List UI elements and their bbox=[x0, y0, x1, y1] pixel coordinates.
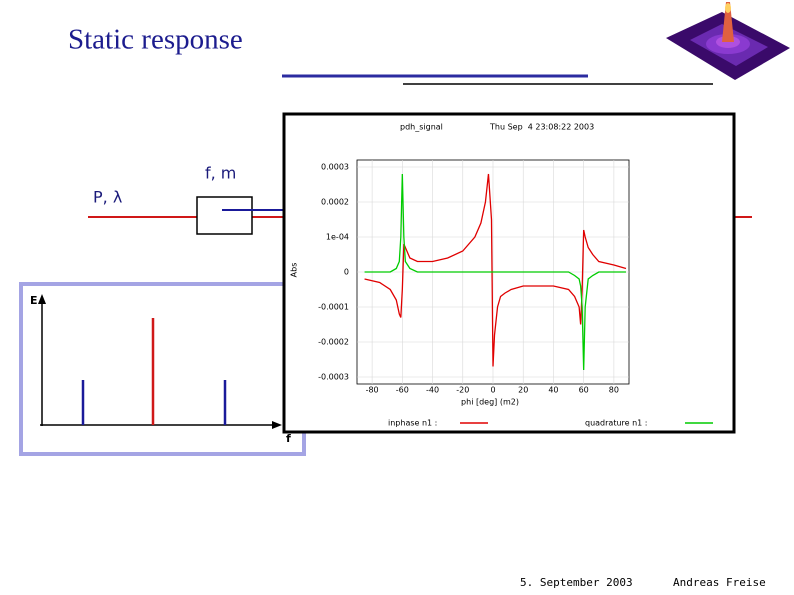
legend-label: quadrature n1 : bbox=[585, 419, 648, 428]
y-tick-label: -0.0003 bbox=[318, 373, 349, 382]
chart: pdh_signal Thu Sep 4 23:08:22 2003 Abs p… bbox=[290, 123, 713, 428]
data-line bbox=[364, 173, 627, 367]
footer-date: 5. September 2003 bbox=[520, 576, 633, 589]
y-tick-label: 1e-04 bbox=[326, 233, 349, 242]
x-tick-label: -80 bbox=[366, 386, 379, 395]
x-tick-label: 0 bbox=[490, 386, 495, 395]
source-label: P, λ bbox=[93, 188, 122, 207]
spectrum-x-label: f bbox=[286, 432, 291, 445]
x-tick-label: 20 bbox=[518, 386, 528, 395]
slide-title: Static response bbox=[68, 24, 243, 56]
modulator-box bbox=[196, 196, 253, 235]
data-line bbox=[364, 173, 626, 371]
x-tick-label: 80 bbox=[609, 386, 619, 395]
y-tick-label: -0.0001 bbox=[318, 303, 349, 312]
y-tick-label: 0 bbox=[344, 268, 349, 277]
legend-label: inphase n1 : bbox=[388, 419, 437, 428]
chart-subtitle: Thu Sep 4 23:08:22 2003 bbox=[489, 123, 594, 132]
spectrum-y-label: E bbox=[30, 294, 38, 307]
x-axis-label: phi [deg] (m2) bbox=[461, 398, 519, 407]
y-tick-label: -0.0002 bbox=[318, 338, 349, 347]
y-tick-label: 0.0002 bbox=[321, 198, 349, 207]
x-tick-label: 40 bbox=[548, 386, 558, 395]
logo bbox=[666, 2, 790, 80]
y-tick-label: 0.0003 bbox=[321, 163, 349, 172]
spectrum-frame bbox=[19, 282, 306, 456]
modulator-label: f, m bbox=[205, 164, 236, 183]
x-tick-label: 60 bbox=[579, 386, 589, 395]
x-tick-label: -60 bbox=[396, 386, 409, 395]
footer-author: Andreas Freise bbox=[673, 576, 766, 589]
y-axis-label: Abs bbox=[290, 263, 299, 278]
chart-title: pdh_signal bbox=[400, 123, 443, 132]
arrow-head bbox=[272, 421, 282, 429]
x-tick-label: -40 bbox=[426, 386, 439, 395]
arrow-head bbox=[38, 294, 46, 304]
x-tick-label: -20 bbox=[456, 386, 469, 395]
